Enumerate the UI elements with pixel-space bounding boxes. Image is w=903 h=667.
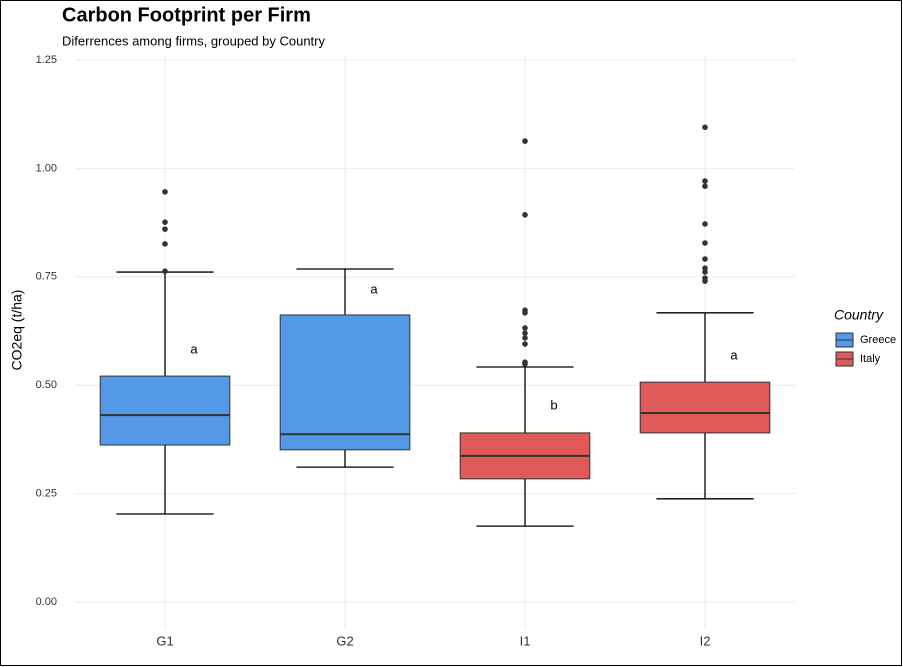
y-tick-label: 1.25	[36, 54, 57, 66]
outlier	[522, 341, 528, 347]
outlier	[702, 178, 708, 184]
y-tick-label: 0.00	[36, 596, 57, 608]
outlier	[162, 189, 168, 195]
group-letter: a	[370, 281, 378, 296]
box	[279, 314, 411, 451]
outlier	[702, 256, 708, 262]
outlier	[702, 265, 708, 271]
outlier	[522, 212, 528, 218]
x-tick-label: I2	[700, 633, 711, 648]
x-tick-label: I1	[520, 633, 531, 648]
outlier	[702, 240, 708, 246]
outlier	[162, 241, 168, 247]
box	[99, 375, 231, 446]
group-letter: a	[730, 348, 738, 363]
outlier	[522, 330, 528, 336]
outlier	[702, 269, 708, 275]
outlier	[522, 138, 528, 144]
outlier	[522, 361, 528, 367]
outlier	[702, 183, 708, 190]
chart-title: Carbon Footprint per Firm	[62, 4, 311, 26]
legend-label: Greece	[860, 334, 896, 346]
outlier	[702, 124, 708, 131]
box	[639, 381, 771, 434]
outlier	[522, 335, 528, 341]
y-tick-label: 1.00	[36, 162, 57, 174]
outlier	[522, 325, 528, 331]
x-tick-label: G1	[156, 633, 173, 648]
legend-label: Italy	[860, 353, 881, 365]
chart-subtitle: Diferrences among firms, grouped by Coun…	[62, 33, 326, 48]
y-tick-label: 0.50	[36, 379, 57, 391]
outlier	[162, 219, 168, 225]
legend-title: Country	[834, 307, 884, 323]
group-letter: a	[190, 342, 198, 357]
outlier	[162, 226, 168, 232]
outlier	[162, 268, 168, 274]
y-tick-label: 0.75	[36, 271, 57, 283]
y-tick-label: 0.25	[36, 488, 57, 500]
outlier	[702, 221, 708, 227]
y-axis-label: CO2eq (t/ha)	[9, 290, 25, 371]
outlier	[522, 310, 528, 316]
x-tick-label: G2	[336, 633, 353, 648]
group-letter: b	[550, 397, 557, 412]
outlier	[702, 278, 708, 284]
